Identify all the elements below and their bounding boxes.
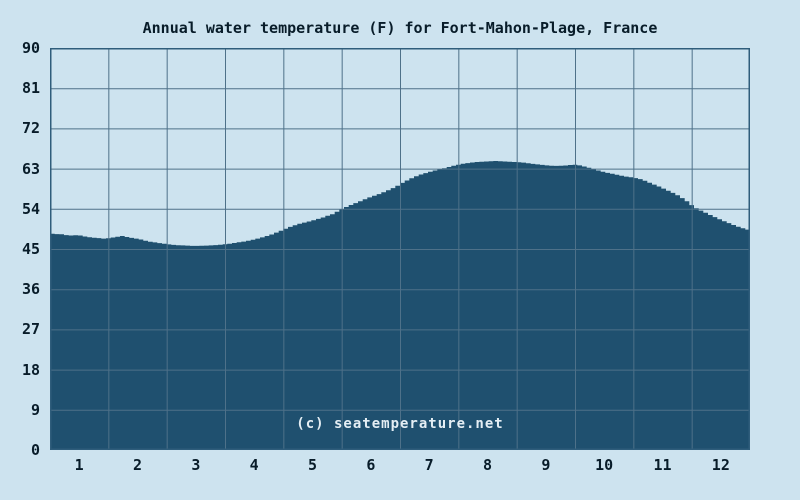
x-axis-tick-label: 6 bbox=[366, 456, 376, 474]
x-axis-tick-label: 5 bbox=[307, 456, 318, 474]
x-axis-tick-label: 3 bbox=[191, 456, 201, 474]
y-axis-tick-label: 45 bbox=[21, 240, 40, 258]
temperature-area-plot bbox=[50, 48, 750, 450]
y-axis-tick-label: 90 bbox=[21, 39, 40, 57]
x-axis-tick-label: 12 bbox=[711, 456, 730, 474]
y-axis-tick-label: 54 bbox=[21, 199, 40, 218]
x-axis-tick-label: 8 bbox=[482, 456, 493, 474]
x-axis-tick-label: 10 bbox=[595, 456, 614, 474]
y-axis-tick-label: 27 bbox=[21, 320, 40, 339]
x-axis-tick-label: 4 bbox=[249, 456, 259, 474]
x-axis-tick-label: 7 bbox=[424, 456, 434, 474]
y-axis-tick-label: 9 bbox=[30, 400, 40, 419]
x-axis-tick-label: 9 bbox=[541, 456, 551, 474]
y-axis-tick-label: 36 bbox=[21, 280, 40, 299]
plot-area: (c) seatemperature.net bbox=[50, 48, 750, 450]
y-axis-tick-label: 81 bbox=[21, 79, 40, 98]
x-axis-tick-label: 1 bbox=[74, 456, 84, 474]
plot-frame bbox=[50, 48, 750, 450]
chart-title: Annual water temperature (F) for Fort-Ma… bbox=[142, 19, 658, 37]
y-axis-tick-label: 0 bbox=[30, 441, 40, 459]
x-axis-tick-label: 11 bbox=[653, 456, 672, 474]
x-axis-tick-label: 2 bbox=[132, 456, 143, 474]
watermark: (c) seatemperature.net bbox=[296, 416, 504, 432]
y-axis-tick-label: 63 bbox=[21, 159, 40, 178]
y-axis-tick-label: 18 bbox=[21, 360, 40, 379]
y-axis-tick-label: 72 bbox=[21, 119, 40, 138]
